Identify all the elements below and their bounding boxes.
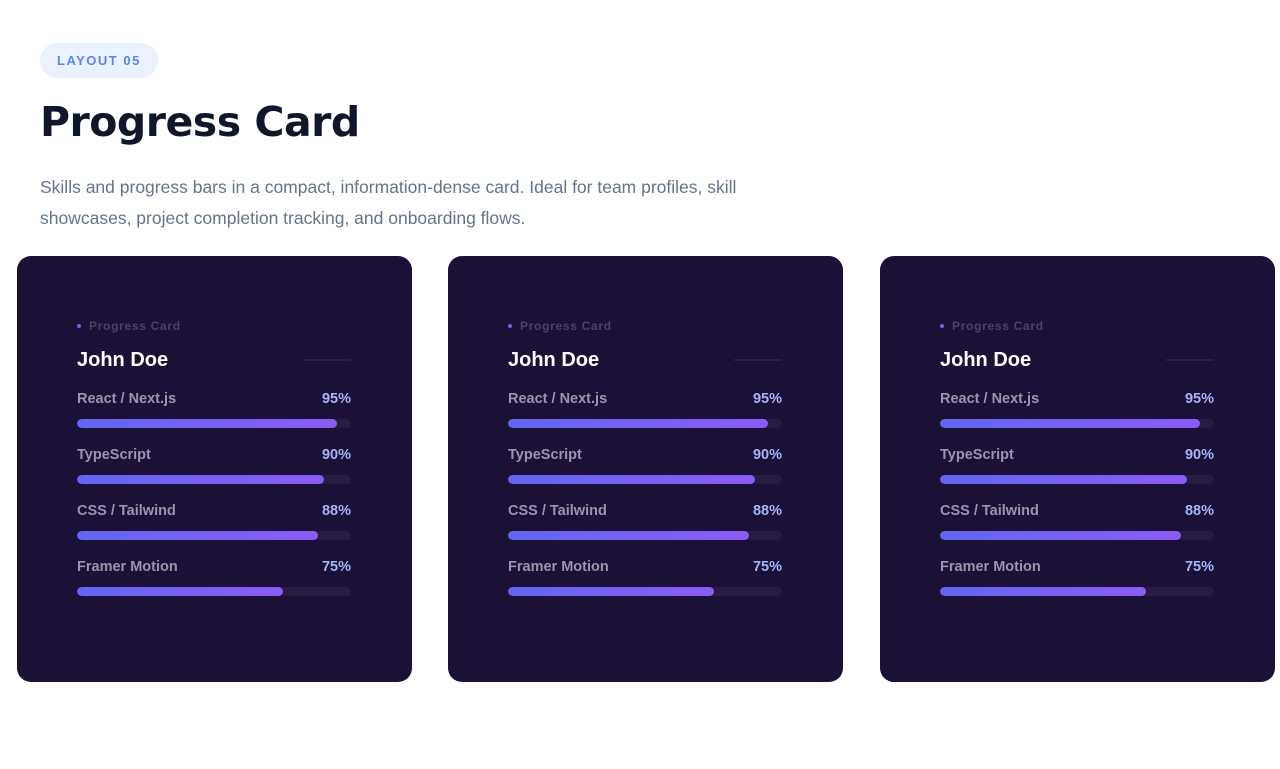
progress-track [508, 475, 782, 484]
card-eyebrow: Progress Card [77, 319, 351, 333]
progress-card: Progress Card John Doe React / Next.js 95%… [448, 256, 843, 682]
skill-percent: 95% [752, 391, 782, 407]
skill-label: TypeScript [940, 447, 1014, 463]
progress-track [940, 587, 1214, 596]
skill-percent: 90% [321, 447, 351, 463]
progress-fill [940, 475, 1187, 484]
skill-item: TypeScript 90% [508, 447, 782, 484]
progress-fill [508, 475, 755, 484]
progress-track [508, 531, 782, 540]
skill-item: CSS / Tailwind 88% [940, 503, 1214, 540]
progress-fill [77, 475, 324, 484]
skill-percent: 75% [752, 559, 782, 575]
skill-label: Framer Motion [940, 559, 1041, 575]
skill-percent: 95% [321, 391, 351, 407]
profile-name: John Doe [77, 348, 169, 371]
layout-badge: LAYOUT 05 [40, 43, 158, 78]
dot-icon [508, 324, 512, 328]
progress-fill [508, 419, 769, 428]
skill-item: Framer Motion 75% [77, 559, 351, 596]
progress-fill [77, 419, 338, 428]
progress-fill [940, 587, 1146, 596]
divider [303, 359, 351, 361]
progress-fill [77, 531, 319, 540]
skill-label: CSS / Tailwind [940, 503, 1039, 519]
progress-fill [940, 531, 1182, 540]
page-title: Progress Card [40, 98, 360, 146]
progress-track [77, 531, 351, 540]
progress-track [77, 475, 351, 484]
skill-percent: 88% [1184, 503, 1214, 519]
progress-card: Progress Card John Doe React / Next.js 95%… [17, 256, 412, 682]
profile-name: John Doe [508, 348, 600, 371]
card-eyebrow: Progress Card [508, 319, 782, 333]
skill-label: React / Next.js [508, 391, 608, 407]
divider [1166, 359, 1214, 361]
skill-label: React / Next.js [77, 391, 177, 407]
eyebrow-label: Progress Card [520, 319, 612, 333]
progress-track [940, 419, 1214, 428]
progress-track [77, 587, 351, 596]
progress-track [508, 587, 782, 596]
skill-item: Framer Motion 75% [508, 559, 782, 596]
eyebrow-label: Progress Card [89, 319, 181, 333]
skill-percent: 75% [321, 559, 351, 575]
skill-item: React / Next.js 95% [508, 391, 782, 428]
progress-track [940, 475, 1214, 484]
progress-track [508, 419, 782, 428]
profile-name: John Doe [940, 348, 1032, 371]
skill-label: Framer Motion [77, 559, 178, 575]
skill-percent: 95% [1184, 391, 1214, 407]
skill-item: React / Next.js 95% [77, 391, 351, 428]
divider [734, 359, 782, 361]
skill-item: TypeScript 90% [940, 447, 1214, 484]
progress-track [77, 419, 351, 428]
skill-item: React / Next.js 95% [940, 391, 1214, 428]
eyebrow-label: Progress Card [952, 319, 1044, 333]
skill-label: CSS / Tailwind [508, 503, 607, 519]
skill-percent: 88% [321, 503, 351, 519]
card-eyebrow: Progress Card [940, 319, 1214, 333]
dot-icon [940, 324, 944, 328]
progress-fill [508, 587, 714, 596]
skill-item: CSS / Tailwind 88% [77, 503, 351, 540]
progress-fill [940, 419, 1201, 428]
skill-percent: 90% [752, 447, 782, 463]
skill-percent: 75% [1184, 559, 1214, 575]
progress-card: Progress Card John Doe React / Next.js 95%… [880, 256, 1275, 682]
skill-label: React / Next.js [940, 391, 1040, 407]
progress-fill [77, 587, 283, 596]
skill-percent: 88% [752, 503, 782, 519]
page-description: Skills and progress bars in a compact, i… [40, 177, 737, 228]
skill-item: TypeScript 90% [77, 447, 351, 484]
progress-fill [508, 531, 750, 540]
skill-item: Framer Motion 75% [940, 559, 1214, 596]
skill-label: TypeScript [508, 447, 582, 463]
dot-icon [77, 324, 81, 328]
skill-percent: 90% [1184, 447, 1214, 463]
skill-label: TypeScript [77, 447, 151, 463]
skill-label: Framer Motion [508, 559, 609, 575]
skill-item: CSS / Tailwind 88% [508, 503, 782, 540]
progress-track [940, 531, 1214, 540]
skill-label: CSS / Tailwind [77, 503, 176, 519]
